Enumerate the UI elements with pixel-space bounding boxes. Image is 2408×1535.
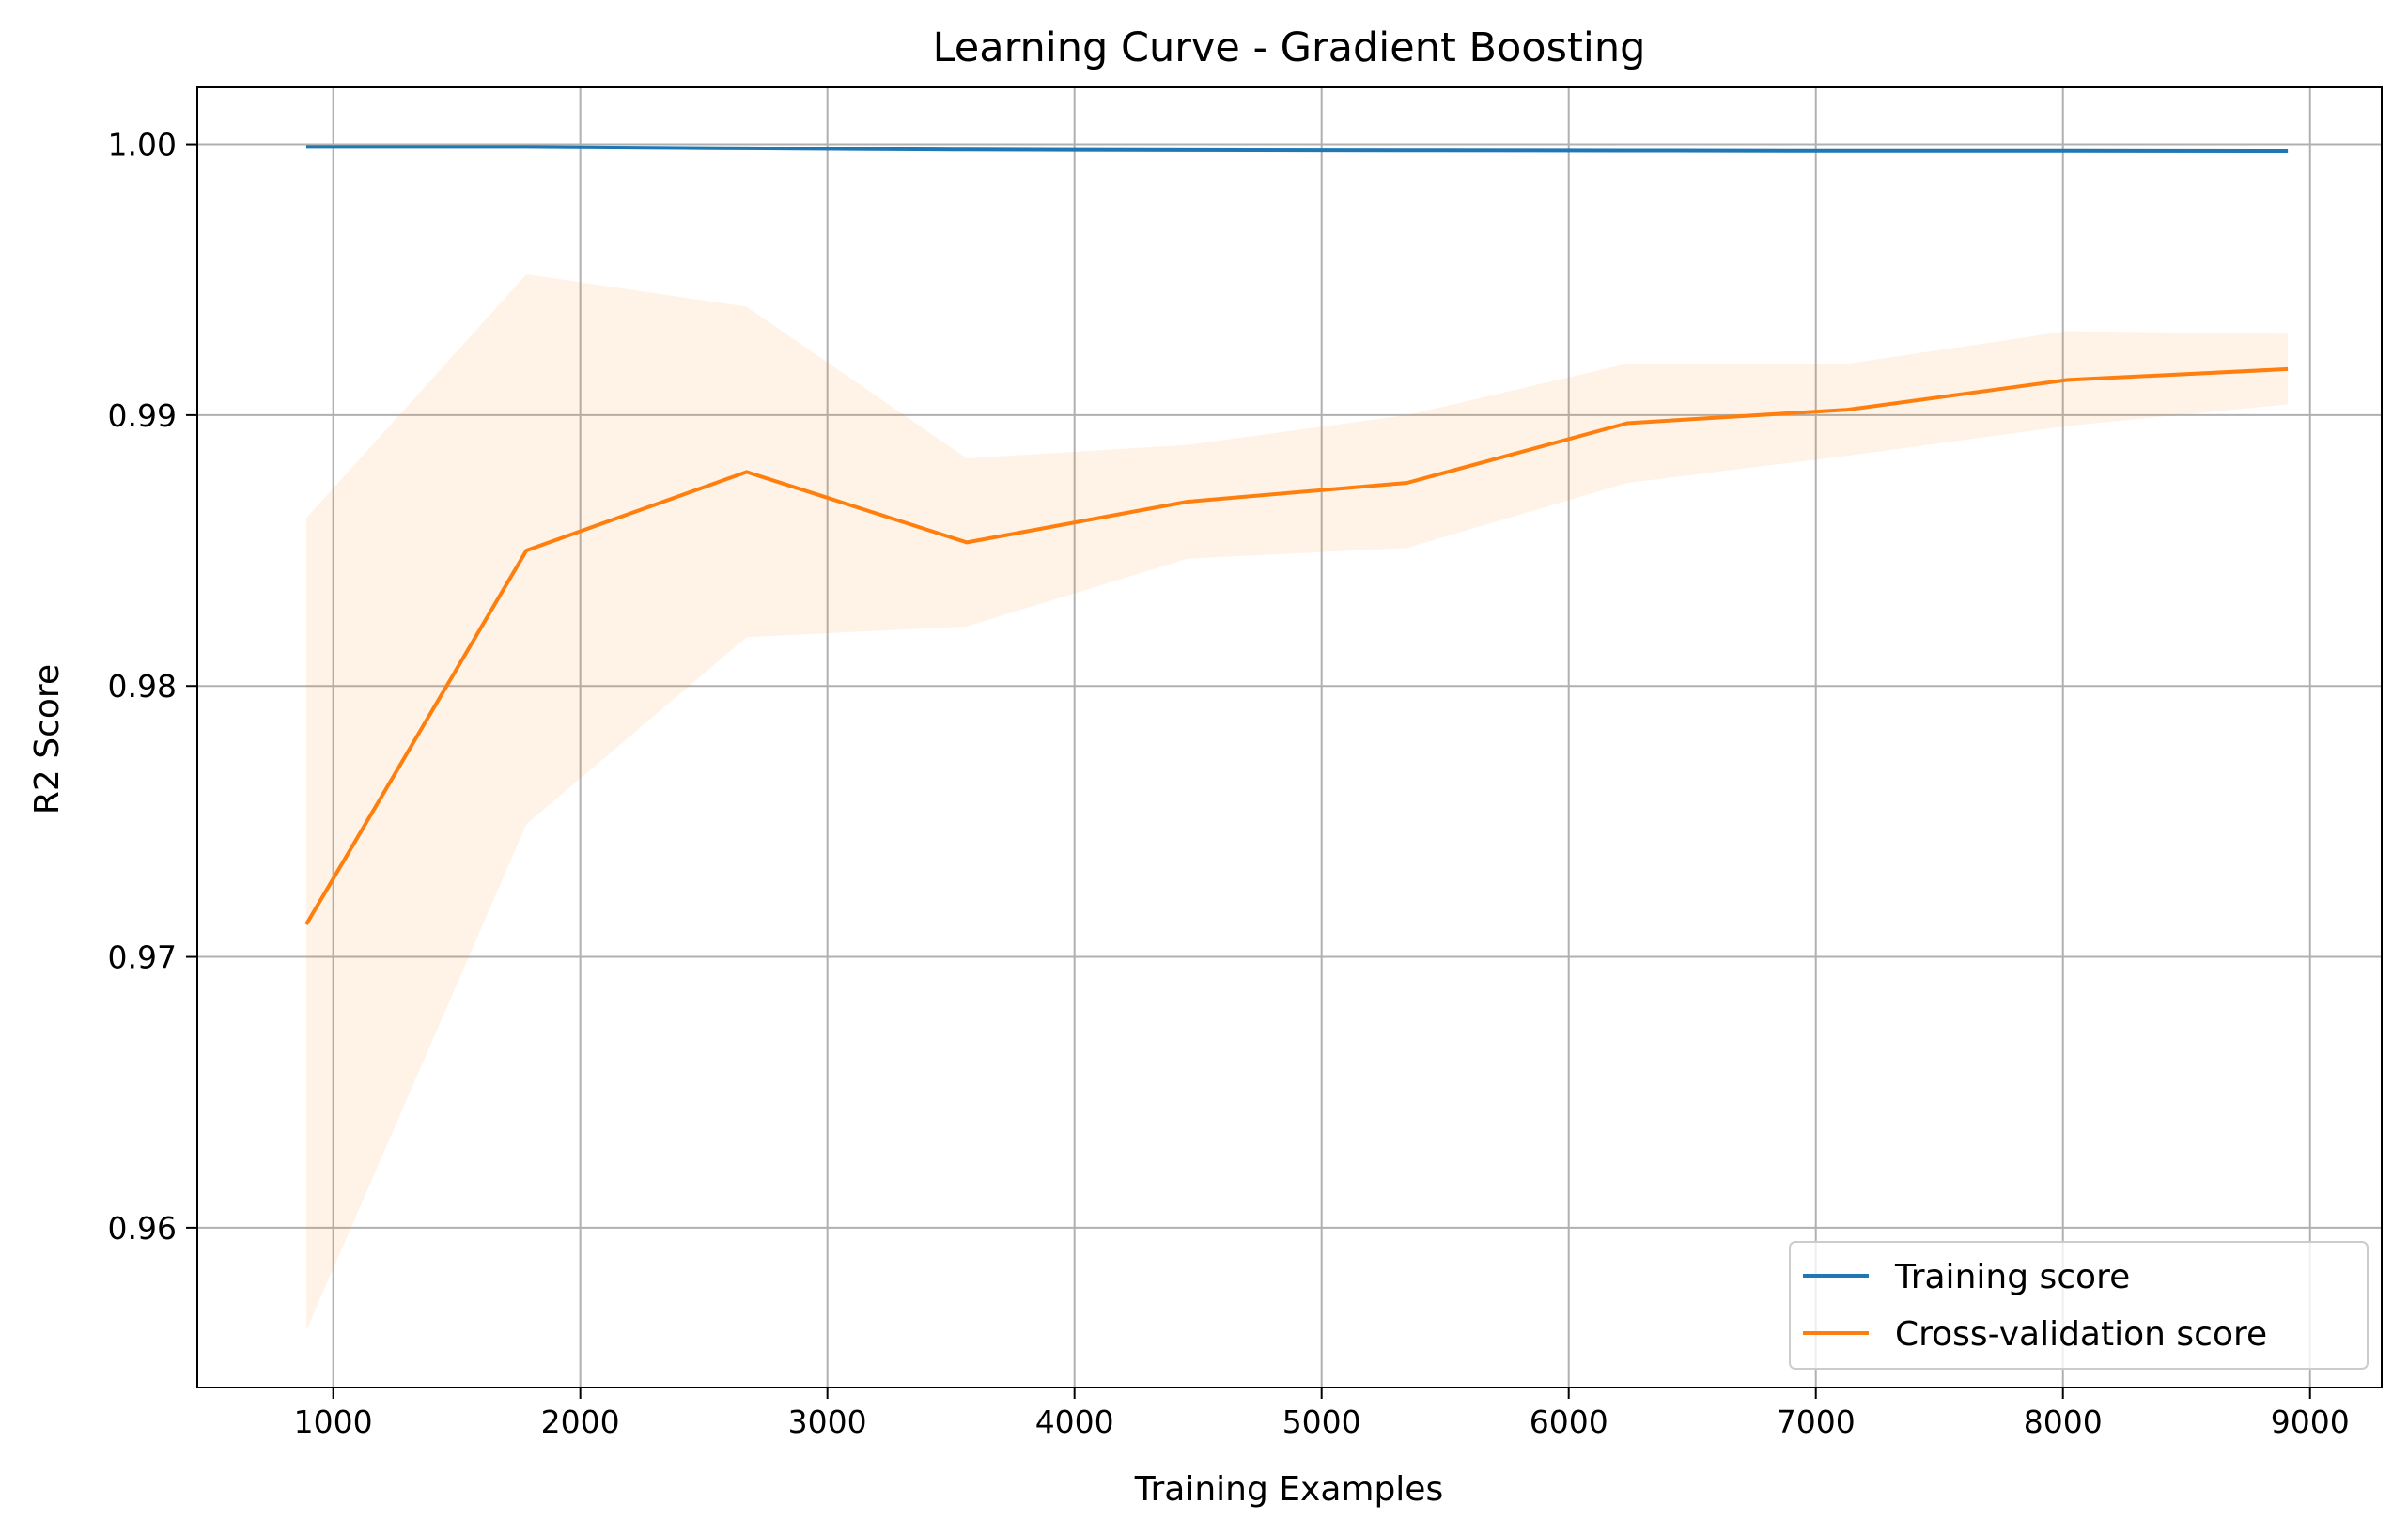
y-tick-label: 0.96 <box>108 1210 177 1247</box>
x-tick-label: 7000 <box>1777 1403 1856 1440</box>
legend-label: Training score <box>1894 1258 2130 1296</box>
x-tick-label: 5000 <box>1282 1403 1361 1440</box>
band-cross-validation-score <box>306 274 2289 1331</box>
y-axis-title: R2 Score <box>28 664 67 814</box>
axis-ticks: 1000 2000 3000 4000 5000 6000 7000 8000 9000 0.96… <box>108 127 2350 1440</box>
x-tick-label: 8000 <box>2024 1403 2103 1440</box>
y-tick-label: 0.99 <box>108 397 177 434</box>
x-tick-label: 2000 <box>541 1403 620 1440</box>
grid <box>197 87 2382 1388</box>
x-tick-label: 4000 <box>1035 1403 1114 1440</box>
line-cross-validation-score <box>304 366 2289 926</box>
y-tick-label: 0.97 <box>108 939 177 976</box>
y-tick-label: 1.00 <box>108 127 177 163</box>
y-tick-label: 0.98 <box>108 668 177 705</box>
x-tick-label: 9000 <box>2271 1403 2350 1440</box>
x-axis-title: Training Examples <box>1134 1470 1443 1509</box>
line-training-score <box>306 145 2289 153</box>
legend: Training score Cross-validation score <box>1789 1241 2369 1370</box>
x-tick-label: 6000 <box>1530 1403 1608 1440</box>
x-tick-label: 3000 <box>788 1403 867 1440</box>
legend-box <box>1789 1241 2369 1370</box>
series-lines <box>304 145 2289 926</box>
chart-title: Learning Curve - Gradient Boosting <box>933 24 1646 71</box>
x-tick-label: 1000 <box>294 1403 373 1440</box>
plot-frame <box>196 86 2383 1388</box>
legend-label: Cross-validation score <box>1895 1315 2267 1354</box>
